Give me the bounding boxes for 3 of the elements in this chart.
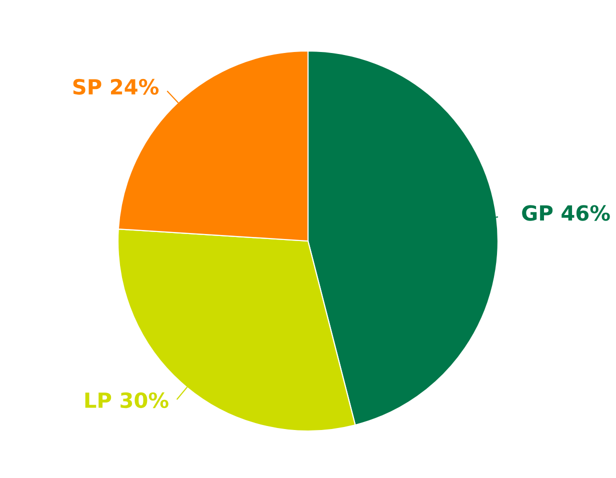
slice-label: GP 46%	[522, 205, 610, 221]
slice-label: LP 30%	[85, 392, 168, 408]
slice-label: SP 24%	[73, 78, 159, 95]
